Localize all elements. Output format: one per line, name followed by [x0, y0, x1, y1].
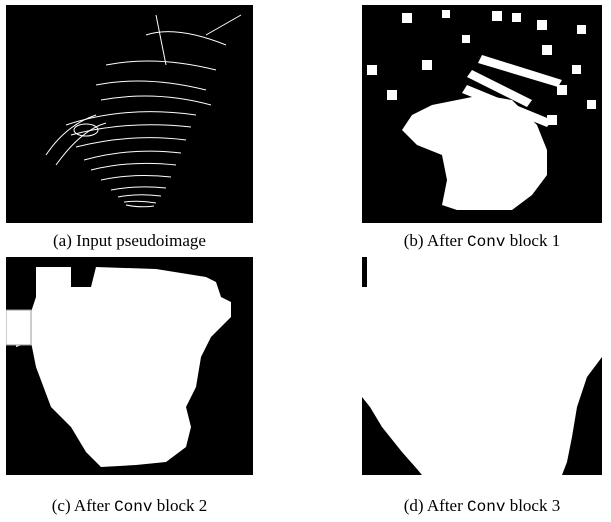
caption: (a) Input pseudoimage — [6, 231, 253, 251]
caption: (b) After Conv block 1 — [362, 231, 602, 251]
caption-text: (c) After — [52, 496, 110, 515]
caption-text: block 2 — [157, 496, 208, 515]
caption: (c) After Conv block 2 — [6, 496, 253, 516]
caption: (d) After Conv block 3 — [362, 496, 602, 516]
conv-block-3-output — [362, 257, 602, 475]
caption-text: block 3 — [510, 496, 561, 515]
caption-text: (d) After — [404, 496, 463, 515]
caption-text: (b) After — [404, 231, 463, 250]
caption-code: Conv — [467, 233, 505, 251]
figure: (a) Input pseudoimage (b) After Conv blo… — [0, 0, 611, 522]
input-pseudoimage — [6, 5, 253, 223]
caption-code: Conv — [114, 498, 152, 516]
caption-text: block 1 — [510, 231, 561, 250]
conv-block-2-output — [6, 257, 253, 475]
caption-code: Conv — [467, 498, 505, 516]
conv-block-1-output — [362, 5, 602, 223]
